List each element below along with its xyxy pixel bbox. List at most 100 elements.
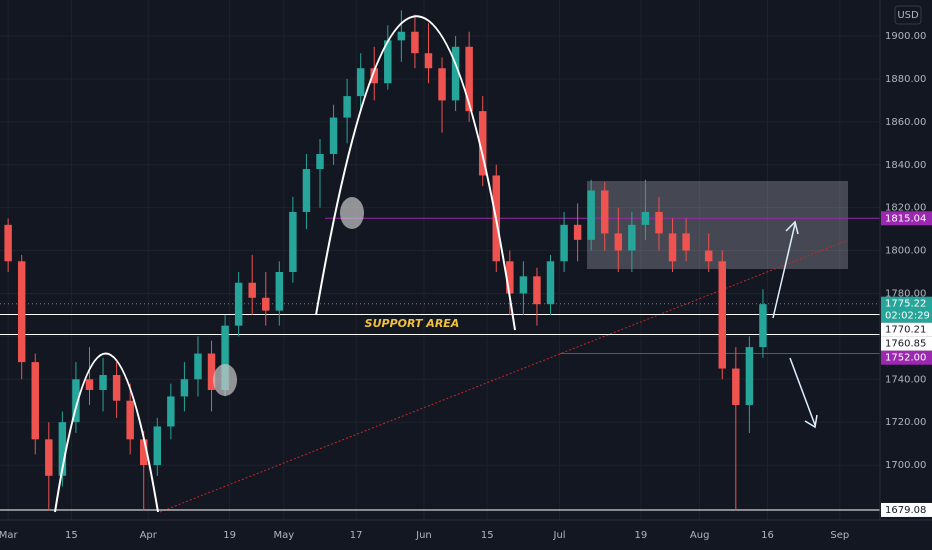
- candle-body: [58, 422, 67, 476]
- candle-body: [614, 233, 623, 251]
- x-tick-label: Apr: [140, 530, 158, 541]
- countdown-label: 02:02:29: [885, 311, 930, 322]
- candle-body: [641, 211, 650, 225]
- marker: [340, 197, 364, 229]
- y-tick-label: 1840.00: [885, 160, 926, 171]
- currency-box: [894, 5, 922, 25]
- candle-body: [207, 353, 216, 390]
- candle-body: [397, 31, 406, 41]
- y-tick-label: 1720.00: [885, 417, 926, 428]
- candle-body: [628, 224, 636, 251]
- candle-body: [4, 224, 12, 262]
- candle-body: [601, 190, 609, 234]
- x-tick-label: 15: [65, 530, 78, 541]
- candle-body: [302, 169, 311, 212]
- candle-body: [194, 353, 202, 380]
- candle-body: [370, 68, 378, 84]
- arrow-head: [785, 220, 799, 235]
- y-tick-label: 1780.00: [885, 288, 926, 299]
- y-tick-label: 1740.00: [885, 374, 926, 385]
- candle-body: [560, 224, 568, 262]
- candle-body: [234, 282, 243, 326]
- candle-body: [72, 379, 80, 423]
- candle-body: [45, 439, 53, 476]
- price-label-bg: [881, 296, 932, 323]
- candle-body: [704, 250, 713, 262]
- price-label: 1775.22: [885, 299, 926, 310]
- candle-body: [587, 190, 595, 240]
- candle-body: [221, 325, 229, 390]
- candle-body: [31, 362, 39, 440]
- x-tick-label: Jul: [553, 530, 566, 541]
- arrows: [772, 220, 818, 429]
- candle-body: [506, 261, 514, 294]
- candle-body: [732, 368, 740, 406]
- candle-body: [275, 272, 284, 311]
- candle-body: [718, 261, 726, 369]
- x-tick-label: 17: [350, 530, 363, 541]
- price-label-bg: [881, 350, 932, 365]
- candle-body: [745, 347, 754, 406]
- candle-body: [573, 224, 582, 240]
- candle-body: [424, 53, 433, 69]
- price-label-bg: [881, 211, 932, 226]
- candle-body: [17, 261, 26, 363]
- candle-body: [153, 426, 162, 466]
- candle-body: [478, 111, 487, 176]
- price-label-bg: [881, 322, 932, 337]
- y-tick-label: 1880.00: [885, 74, 926, 85]
- candle-body: [248, 282, 256, 298]
- candle-body: [85, 379, 94, 390]
- candle-body: [343, 96, 351, 118]
- x-tick-label: Sep: [830, 530, 849, 541]
- x-tick-label: Aug: [690, 530, 710, 541]
- price-label-bg: [881, 336, 932, 351]
- arrow-down: [789, 357, 816, 426]
- candle-body: [465, 46, 473, 112]
- candle-body: [289, 211, 297, 273]
- candle-body: [384, 40, 392, 84]
- arrow-head: [804, 414, 818, 429]
- arrow-up: [772, 223, 796, 319]
- y-tick-label: 1820.00: [885, 203, 926, 214]
- x-tick-label: 19: [635, 530, 648, 541]
- x-tick-label: 19: [223, 530, 236, 541]
- candle-body: [316, 154, 324, 170]
- candle-body: [262, 297, 270, 311]
- candle-body: [140, 439, 148, 466]
- candle-body: [126, 400, 134, 440]
- candle-body: [533, 276, 541, 305]
- y-tick-label: 1800.00: [885, 246, 926, 257]
- y-tick-label: 1700.00: [885, 460, 926, 471]
- price-label: 1760.85: [885, 339, 926, 350]
- x-tick-label: Jun: [415, 530, 432, 541]
- price-label: 1815.04: [885, 213, 926, 224]
- marker: [213, 364, 237, 396]
- annotation: SUPPORT AREA: [365, 317, 460, 330]
- candle-body: [329, 117, 338, 155]
- y-tick-label: 1900.00: [885, 31, 926, 42]
- candle-body: [546, 261, 555, 305]
- x-tick-label: Mar: [0, 530, 18, 541]
- candle-body: [411, 31, 419, 54]
- candle-body: [655, 211, 663, 234]
- currency: USD: [897, 10, 919, 21]
- arc-drawing: [54, 352, 159, 513]
- price-label: 1752.00: [885, 353, 926, 364]
- candle-body: [759, 304, 767, 348]
- price-label-bg: [881, 502, 932, 517]
- x-tick-label: 15: [481, 530, 494, 541]
- arc-drawing: [315, 15, 516, 331]
- candle-body: [112, 374, 121, 401]
- candle-body: [451, 46, 460, 101]
- price-label: 1770.21: [885, 325, 926, 336]
- price-label: 1679.08: [885, 505, 926, 516]
- x-tick-label: May: [273, 530, 294, 541]
- candle-body: [356, 68, 365, 97]
- candle-body: [519, 276, 528, 294]
- candle-body: [99, 374, 107, 390]
- y-tick-label: 1860.00: [885, 117, 926, 128]
- candle-body: [167, 396, 175, 427]
- trend-line: [159, 239, 849, 513]
